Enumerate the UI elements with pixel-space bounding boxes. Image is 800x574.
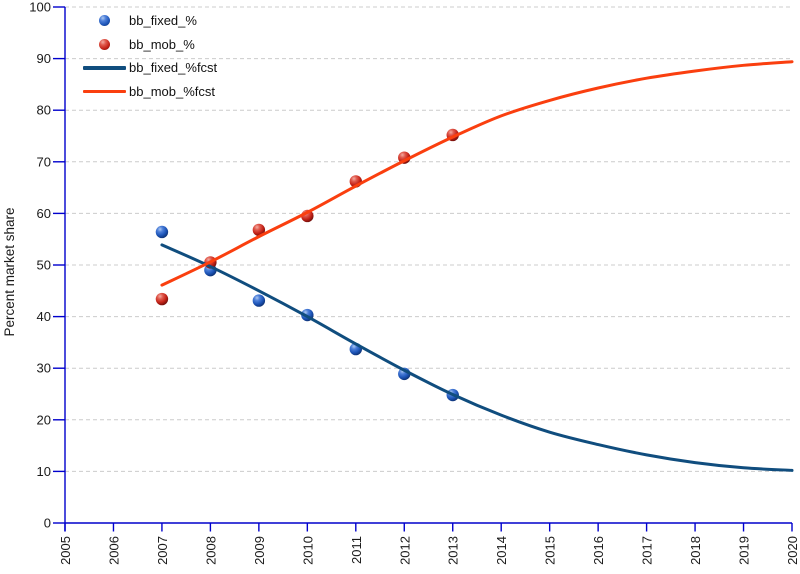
legend-label: bb_fixed_%fcst (129, 60, 218, 76)
x-tick-label: 2013 (446, 536, 461, 565)
legend-label: bb_mob_% (129, 36, 195, 52)
legend-item-bb-fixed-fcst: bb_fixed_%fcst (80, 56, 217, 80)
legend-marker-cell (80, 66, 128, 70)
series-line-bb_mob_pctfcst (160, 60, 794, 287)
x-tick-label: 2006 (106, 536, 121, 565)
legend-marker-cell (80, 89, 128, 93)
data-point-bb_fixed_pct (155, 225, 169, 239)
legend-marker-cell (80, 15, 128, 27)
series-line-bb_fixed_pctfcst (160, 243, 794, 472)
x-tick-label: 2011 (349, 536, 364, 564)
x-tick-label: 2009 (252, 536, 267, 565)
legend: bb_fixed_% bb_mob_% bb_fixed_%fcst bb_mo… (80, 9, 217, 103)
x-tick-label: 2014 (494, 536, 509, 565)
y-tick-label: 30 (37, 361, 51, 376)
bb-mob-fcst-line-icon (82, 89, 126, 93)
x-tick-label: 2015 (543, 536, 558, 565)
x-tick-label: 2010 (300, 536, 315, 565)
x-tick-label: 2012 (397, 536, 412, 565)
y-tick-label: 20 (37, 412, 51, 427)
y-tick-label: 100 (29, 0, 51, 15)
y-tick-label: 10 (37, 464, 51, 479)
x-tick-label: 2020 (785, 536, 800, 565)
legend-label: bb_mob_%fcst (129, 83, 215, 99)
y-tick-label: 70 (37, 154, 51, 169)
data-point-bb_fixed_pct (252, 294, 266, 307)
x-tick-label: 2016 (591, 536, 606, 565)
y-tick-label: 90 (37, 51, 51, 66)
y-tick-label: 50 (37, 258, 51, 273)
x-tick-label: 2017 (640, 536, 655, 565)
x-tick-label: 2005 (58, 536, 73, 565)
legend-marker-cell (80, 38, 128, 50)
x-tick-label: 2007 (155, 536, 170, 565)
bb-mob-point-icon (98, 38, 110, 50)
x-tick-label: 2018 (688, 536, 703, 565)
legend-item-bb-fixed: bb_fixed_% (80, 9, 217, 33)
data-point-bb_mob_pct (252, 223, 266, 237)
x-tick-label: 2008 (203, 536, 218, 565)
bb-fixed-point-icon (98, 15, 110, 27)
y-axis-title: Percent market share (2, 207, 17, 337)
legend-label: bb_fixed_% (129, 13, 197, 29)
legend-item-bb-mob-fcst: bb_mob_%fcst (80, 80, 217, 104)
y-tick-label: 60 (37, 206, 51, 221)
y-tick-label: 40 (37, 309, 51, 324)
y-tick-label: 80 (37, 103, 51, 118)
x-tick-label: 2019 (737, 536, 752, 565)
data-point-bb_mob_pct (155, 292, 169, 306)
legend-item-bb-mob: bb_mob_% (80, 33, 217, 57)
y-tick-label: 0 (44, 516, 51, 531)
bb-fixed-fcst-line-icon (82, 66, 126, 70)
